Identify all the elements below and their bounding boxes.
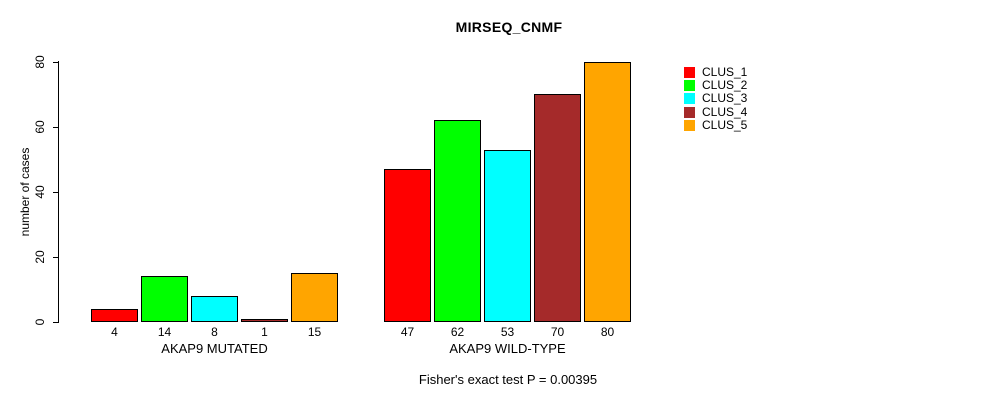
stat-caption: Fisher's exact test P = 0.00395 [418,372,598,387]
legend-item-label: CLUS_1 [702,65,748,80]
y-axis-tick-label: 60 [33,120,47,134]
y-axis-tick-label: 80 [33,55,47,69]
bar-value-label: 80 [600,325,615,339]
legend-swatch-icon [684,67,695,79]
legend-item-label: CLUS_2 [702,78,748,93]
bar [291,273,338,322]
y-axis-tick [53,322,59,323]
bar [191,296,238,322]
y-axis-tick-label: 40 [33,185,47,199]
bar [584,62,631,322]
bar-value-label: 47 [400,325,415,339]
bar-value-label: 1 [261,325,268,339]
legend-swatch-icon [684,80,695,92]
bar [484,150,531,322]
x-group-label: AKAP9 WILD-TYPE [449,341,566,356]
legend-item-label: CLUS_3 [702,91,748,106]
legend-item: CLUS_2 [684,79,747,92]
bar-value-label: 14 [157,325,172,339]
y-axis-tick [53,257,59,258]
bar [141,276,188,322]
legend-item: CLUS_4 [684,106,747,119]
legend: CLUS_1 CLUS_2 CLUS_3 CLUS_4 CLUS_5 [684,66,747,132]
legend-item: CLUS_3 [684,92,747,105]
y-axis-tick-label: 20 [33,250,47,264]
x-group-label: AKAP9 MUTATED [161,341,268,356]
bar-value-label: 53 [500,325,515,339]
bar-value-label: 62 [450,325,465,339]
legend-item-label: CLUS_5 [702,117,748,132]
y-axis-tick-label: 0 [33,318,47,326]
legend-item: CLUS_1 [684,66,747,79]
bar [91,309,138,322]
legend-swatch-icon [684,106,695,118]
bar-value-label: 15 [307,325,322,339]
y-axis-tick [53,192,59,193]
bar [241,319,288,322]
legend-swatch-icon [684,93,695,105]
legend-swatch-icon [684,119,695,131]
bar [434,120,481,322]
y-axis-label: number of cases [18,147,32,237]
bar-value-label: 70 [550,325,565,339]
bar [534,94,581,322]
bar-value-label: 8 [211,325,218,339]
bar-value-label: 4 [111,325,118,339]
legend-item: CLUS_5 [684,119,747,132]
chart-title: MIRSEQ_CNMF [455,19,563,35]
y-axis-tick [53,62,59,63]
legend-item-label: CLUS_4 [702,104,748,119]
y-axis-tick [53,127,59,128]
bar [384,169,431,322]
